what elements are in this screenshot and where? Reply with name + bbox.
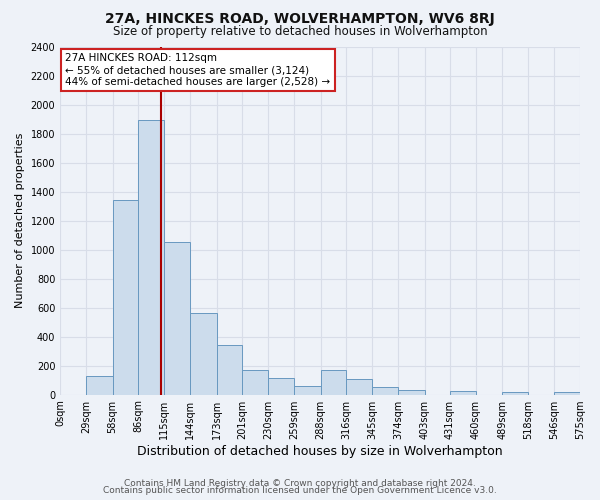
Text: Contains public sector information licensed under the Open Government Licence v3: Contains public sector information licen…	[103, 486, 497, 495]
Bar	[320, 370, 346, 394]
Text: Contains HM Land Registry data © Crown copyright and database right 2024.: Contains HM Land Registry data © Crown c…	[124, 478, 476, 488]
X-axis label: Distribution of detached houses by size in Wolverhampton: Distribution of detached houses by size …	[137, 444, 503, 458]
Bar	[86, 376, 113, 394]
Bar	[372, 386, 398, 394]
Bar	[295, 386, 320, 394]
Text: 27A HINCKES ROAD: 112sqm
← 55% of detached houses are smaller (3,124)
44% of sem: 27A HINCKES ROAD: 112sqm ← 55% of detach…	[65, 54, 331, 86]
Bar	[450, 391, 476, 394]
Y-axis label: Number of detached properties: Number of detached properties	[15, 133, 25, 308]
Bar	[502, 392, 529, 394]
Bar	[398, 390, 425, 394]
Bar	[346, 378, 372, 394]
Bar	[190, 314, 217, 394]
Text: Size of property relative to detached houses in Wolverhampton: Size of property relative to detached ho…	[113, 25, 487, 38]
Bar	[268, 378, 295, 394]
Bar	[113, 200, 138, 394]
Bar	[242, 370, 268, 394]
Bar	[554, 392, 580, 394]
Text: 27A, HINCKES ROAD, WOLVERHAMPTON, WV6 8RJ: 27A, HINCKES ROAD, WOLVERHAMPTON, WV6 8R…	[105, 12, 495, 26]
Bar	[164, 242, 190, 394]
Bar	[217, 346, 242, 395]
Bar	[138, 120, 164, 394]
